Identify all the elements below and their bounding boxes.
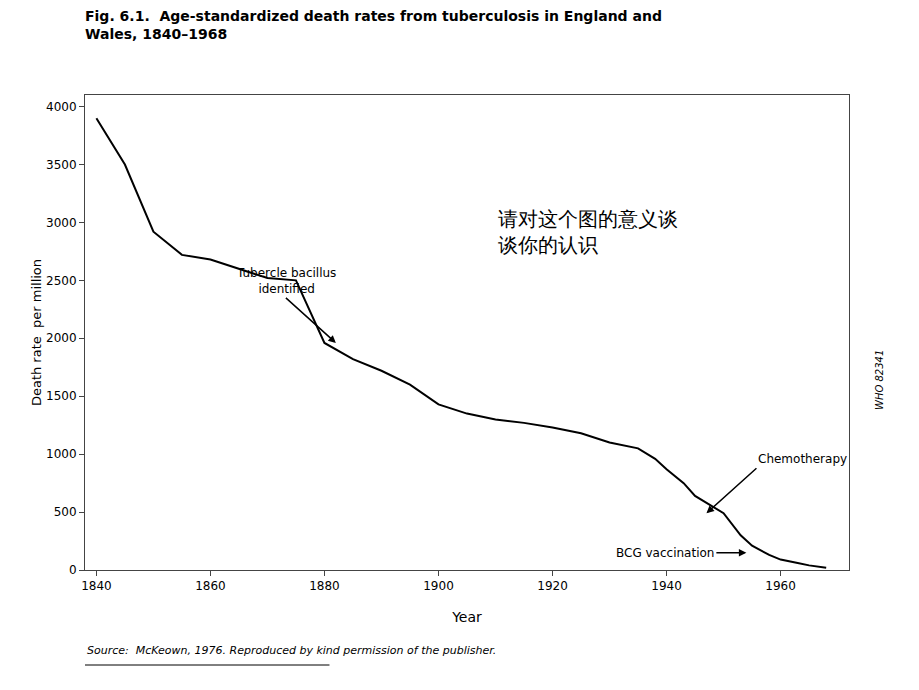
svg-text:3000: 3000 bbox=[46, 216, 77, 230]
svg-text:1960: 1960 bbox=[765, 579, 796, 593]
svg-text:4000: 4000 bbox=[46, 100, 77, 114]
svg-text:1900: 1900 bbox=[423, 579, 454, 593]
svg-text:1000: 1000 bbox=[46, 447, 77, 461]
svg-text:1840: 1840 bbox=[81, 579, 112, 593]
svg-text:Tubercle bacillusidentified: Tubercle bacillusidentified bbox=[236, 266, 336, 296]
svg-text:2000: 2000 bbox=[46, 331, 77, 345]
svg-text:2500: 2500 bbox=[46, 274, 77, 288]
svg-text:Chemotherapy: Chemotherapy bbox=[758, 452, 847, 466]
svg-text:Year: Year bbox=[451, 609, 482, 625]
svg-text:1860: 1860 bbox=[195, 579, 226, 593]
svg-text:WHO 82341: WHO 82341 bbox=[874, 350, 885, 410]
svg-text:1920: 1920 bbox=[537, 579, 568, 593]
svg-text:Fig. 6.1. Age-standardized de: Fig. 6.1. Age-standardized death rates f… bbox=[85, 8, 662, 42]
svg-text:0: 0 bbox=[69, 563, 77, 577]
svg-text:Source: McKeown, 1976. Reprod: Source: McKeown, 1976. Reproduced by kin… bbox=[87, 644, 496, 657]
svg-text:500: 500 bbox=[54, 505, 77, 519]
svg-text:1500: 1500 bbox=[46, 389, 77, 403]
svg-text:3500: 3500 bbox=[46, 158, 77, 172]
svg-text:1940: 1940 bbox=[651, 579, 682, 593]
svg-text:请对这个图的意义谈谈你的认识: 请对这个图的意义谈谈你的认识 bbox=[498, 207, 678, 257]
svg-text:1880: 1880 bbox=[309, 579, 340, 593]
svg-text:Death rate per million: Death rate per million bbox=[29, 259, 44, 406]
svg-text:BCG vaccination: BCG vaccination bbox=[616, 546, 714, 560]
